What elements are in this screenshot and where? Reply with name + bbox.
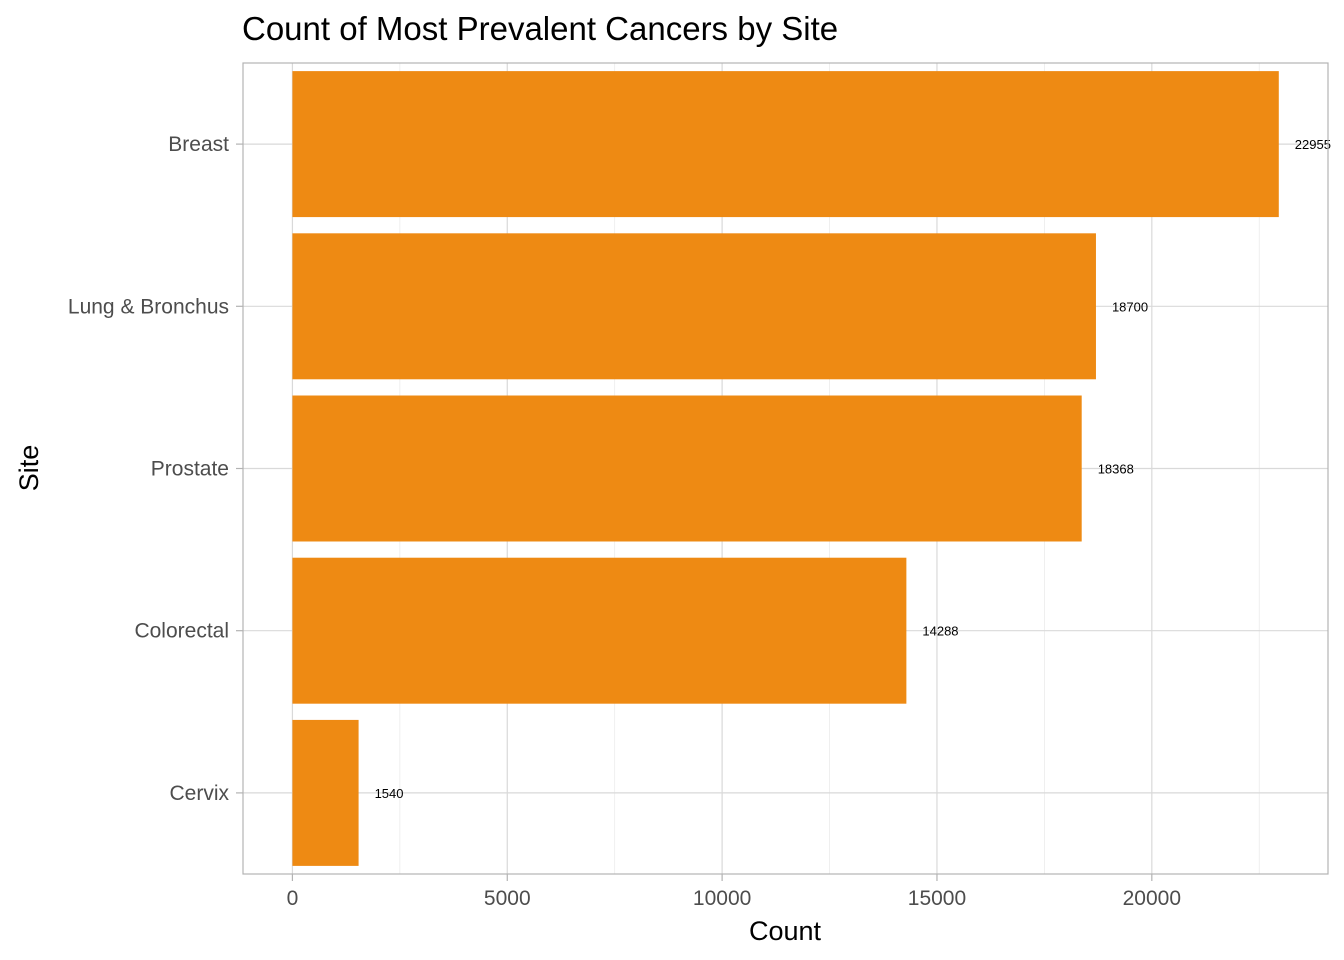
y-tick-label: Colorectal xyxy=(134,620,229,643)
data-label: 18700 xyxy=(1112,299,1148,314)
y-tick-label: Prostate xyxy=(151,458,229,481)
bars xyxy=(292,71,1279,866)
data-label: 22955 xyxy=(1295,137,1331,152)
bar xyxy=(292,395,1082,542)
bar xyxy=(292,233,1096,380)
x-axis: 0 5000 10000 15000 20000 xyxy=(287,874,1181,910)
x-tick-label: 15000 xyxy=(908,887,966,910)
y-axis: Breast Lung & Bronchus Prostate Colorectal C… xyxy=(68,133,243,805)
y-tick-label: Cervix xyxy=(169,782,229,805)
x-tick-label: 5000 xyxy=(484,887,531,910)
data-labels: 22955 18700 18368 14288 1540 xyxy=(375,137,1331,801)
bar xyxy=(292,557,907,704)
x-tick-label: 0 xyxy=(287,887,299,910)
x-axis-title: Count xyxy=(749,916,822,946)
y-tick-label: Lung & Bronchus xyxy=(68,295,229,318)
data-label: 14288 xyxy=(922,624,958,639)
bar xyxy=(292,71,1279,218)
x-tick-label: 10000 xyxy=(693,887,751,910)
x-tick-label: 20000 xyxy=(1123,887,1181,910)
chart-title: Count of Most Prevalent Cancers by Site xyxy=(242,10,838,47)
data-label: 1540 xyxy=(375,786,404,801)
y-tick-label: Breast xyxy=(168,133,229,156)
data-label: 18368 xyxy=(1098,462,1134,477)
y-axis-title: Site xyxy=(14,445,44,492)
bar xyxy=(292,719,359,866)
